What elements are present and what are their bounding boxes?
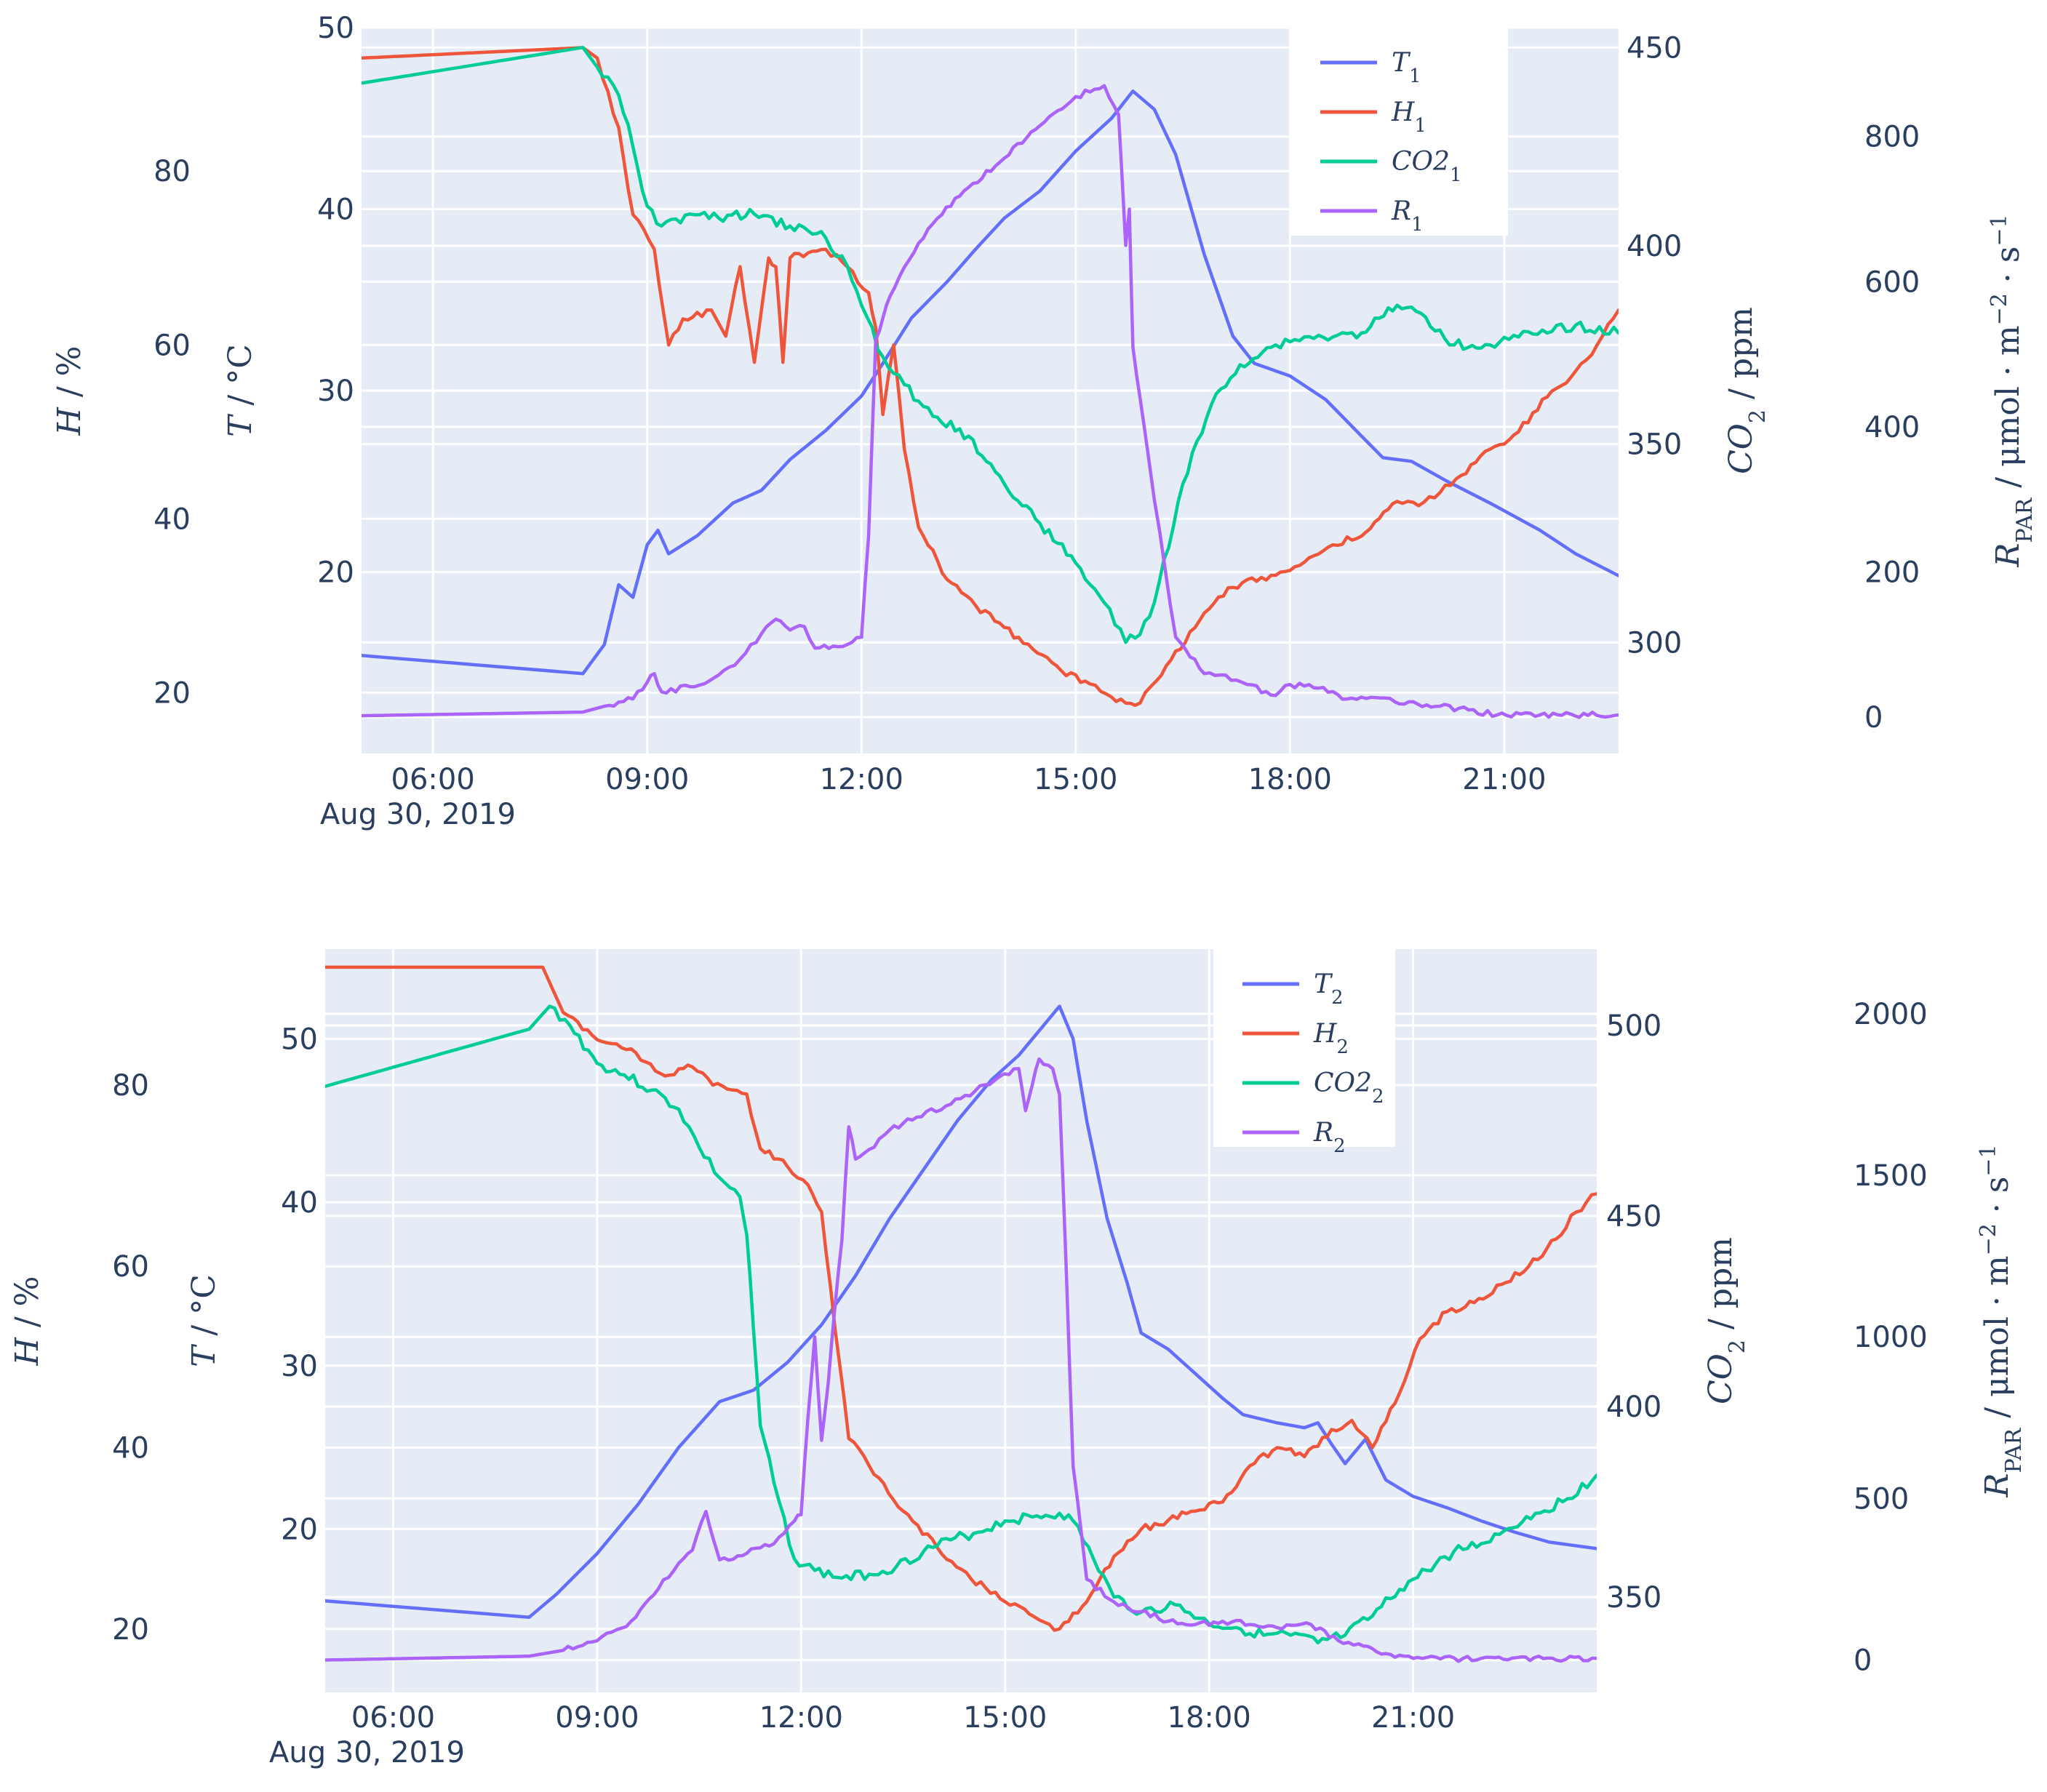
legend-label: CO22 <box>1314 1068 1384 1108</box>
y-axis-par-tick: 0 <box>1854 1644 1872 1678</box>
x-axis: 06:00 09:00 12:00 15:00 18:00 21:00 Aug 30, 20… <box>320 763 1547 831</box>
x-tick-label: 15:00 <box>1034 763 1117 796</box>
legend-label: R1 <box>1391 196 1424 236</box>
legend-label: H2 <box>1313 1019 1349 1058</box>
y-title-humidity: H / % <box>51 346 88 436</box>
x-axis: 06:00 09:00 12:00 15:00 18:00 21:00 Aug 30, 20… <box>269 1701 1455 1769</box>
y-axis-temperature: 20 30 40 50 <box>317 12 354 590</box>
y-axis-co2-tick: 350 <box>1606 1581 1661 1615</box>
y-axis-par-tick: 500 <box>1854 1482 1909 1516</box>
series-group <box>325 965 1597 1663</box>
y-axis-temperature-tick: 50 <box>317 12 354 45</box>
y-axis-temperature-tick: 30 <box>281 1350 318 1383</box>
y-axis-co2-tick: 450 <box>1606 1200 1661 1233</box>
y-axis-humidity-tick: 20 <box>112 1613 149 1647</box>
x-tick-label: 12:00 <box>759 1701 843 1735</box>
legend-label: CO21 <box>1392 147 1462 186</box>
y-axis-temperature-tick: 30 <box>317 375 354 408</box>
chart-panel-top: 06:00 09:00 12:00 15:00 18:00 21:00 Aug 30, 20… <box>51 12 2038 831</box>
legend: T1 H1 CO21 R1 <box>1291 28 1508 236</box>
x-date-label: Aug 30, 2019 <box>269 1736 465 1769</box>
y-axis-par-tick: 2000 <box>1854 998 1928 1031</box>
series-r-line <box>362 84 1619 719</box>
y-axis-par: 0 200 400 600 800 <box>1864 121 1920 735</box>
legend-label: T1 <box>1392 48 1421 87</box>
y-title-temperature: T / °C <box>185 1274 223 1367</box>
y-axis-par-tick: 400 <box>1864 411 1920 444</box>
y-axis-par-tick: 600 <box>1864 265 1920 299</box>
x-tick-label: 21:00 <box>1462 763 1546 796</box>
y-title-temperature: T / °C <box>222 344 259 437</box>
x-tick-label: 09:00 <box>605 763 689 796</box>
y-axis-co2: 300 350 400 450 <box>1627 31 1682 660</box>
y-axis-temperature-tick: 20 <box>317 556 354 590</box>
y-axis-humidity-tick: 40 <box>153 503 191 536</box>
y-axis-humidity-tick: 40 <box>112 1431 149 1465</box>
y-axis-humidity: 20 40 60 80 <box>112 1069 149 1647</box>
y-axis-co2-tick: 350 <box>1627 428 1682 462</box>
y-axis-co2-tick: 500 <box>1606 1009 1661 1043</box>
legend-label: H1 <box>1391 97 1426 137</box>
y-axis-humidity-tick: 80 <box>112 1069 149 1103</box>
legend-box <box>1213 949 1395 1147</box>
series-co2-line <box>325 1004 1597 1645</box>
y-title-co2: CO2 / ppm <box>1723 307 1771 474</box>
series-h-line <box>325 965 1597 1632</box>
y-axis-humidity-tick: 60 <box>153 329 191 362</box>
y-axis-co2-tick: 300 <box>1627 626 1682 660</box>
series-t-line <box>325 1004 1597 1619</box>
y-title-co2: CO2 / ppm <box>1702 1237 1750 1404</box>
y-axis-humidity-tick: 20 <box>153 676 191 710</box>
x-tick-label: 09:00 <box>555 1701 639 1735</box>
x-tick-label: 06:00 <box>391 763 475 796</box>
y-axis-humidity-tick: 80 <box>153 155 191 188</box>
x-tick-label: 12:00 <box>820 763 903 796</box>
legend: T2 H2 CO22 R2 <box>1213 949 1395 1157</box>
legend-label: R2 <box>1313 1118 1346 1157</box>
y-axis-par-tick: 200 <box>1864 556 1920 590</box>
y-axis-par-tick: 800 <box>1864 121 1920 154</box>
y-axis-temperature-tick: 40 <box>281 1186 318 1220</box>
y-axis-par: 0 500 1000 1500 2000 <box>1854 998 1928 1678</box>
y-axis-temperature-tick: 50 <box>281 1023 318 1057</box>
y-title-par: RPAR / μmol · m−2 · s−1 <box>1987 214 2038 567</box>
y-axis-co2: 350 400 450 500 <box>1606 1009 1661 1615</box>
chart-panel-bottom: 06:00 09:00 12:00 15:00 18:00 21:00 Aug 30, 20… <box>9 949 2027 1769</box>
series-t-line <box>362 89 1619 676</box>
y-axis-temperature-tick: 40 <box>317 193 354 227</box>
plot-area <box>325 949 1597 1692</box>
y-axis-par-tick: 1000 <box>1854 1321 1928 1354</box>
y-title-par: RPAR / μmol · m−2 · s−1 <box>1976 1144 2027 1497</box>
x-tick-label: 18:00 <box>1168 1701 1251 1735</box>
y-axis-par-tick: 1500 <box>1854 1159 1928 1193</box>
y-axis-humidity: 20 40 60 80 <box>153 155 191 710</box>
y-axis-humidity-tick: 60 <box>112 1250 149 1284</box>
x-tick-label: 21:00 <box>1371 1701 1455 1735</box>
y-title-humidity: H / % <box>9 1276 46 1367</box>
y-axis-co2-tick: 400 <box>1606 1391 1661 1424</box>
legend-label: T2 <box>1314 969 1344 1009</box>
x-tick-label: 06:00 <box>351 1701 435 1735</box>
series-group <box>362 46 1619 719</box>
x-tick-label: 15:00 <box>963 1701 1047 1735</box>
series-co2-line <box>362 46 1619 644</box>
y-axis-temperature-tick: 20 <box>281 1513 318 1546</box>
series-r-line <box>325 1057 1597 1663</box>
y-axis-co2-tick: 450 <box>1627 31 1682 65</box>
x-tick-label: 18:00 <box>1248 763 1332 796</box>
x-date-label: Aug 30, 2019 <box>320 798 516 831</box>
series-h-line <box>362 46 1619 708</box>
y-axis-temperature: 20 30 40 50 <box>281 1023 318 1547</box>
y-axis-co2-tick: 400 <box>1627 230 1682 263</box>
y-axis-par-tick: 0 <box>1864 701 1883 735</box>
